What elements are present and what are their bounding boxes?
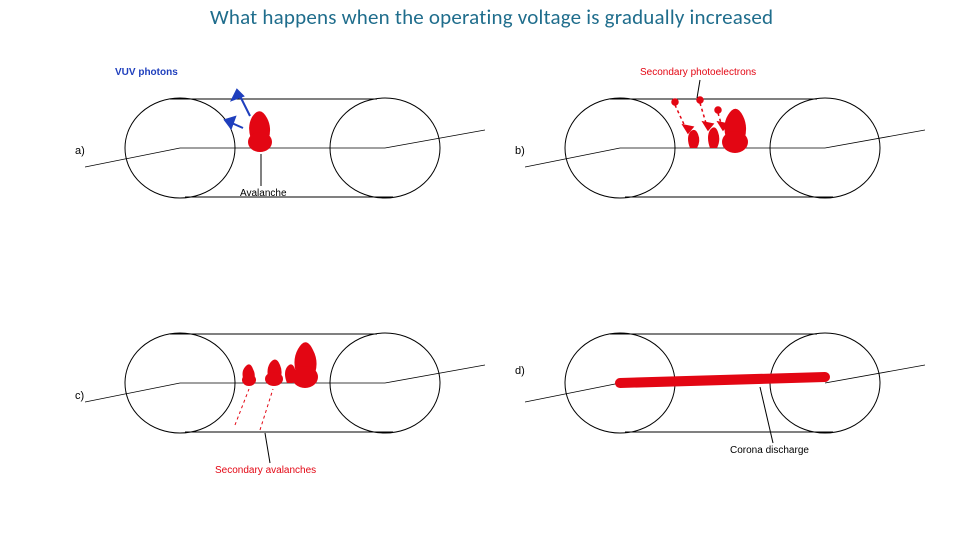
- panel-b: b) Secondary photoelectrons: [525, 70, 925, 260]
- secondary-av-icon: [242, 359, 296, 386]
- corona-label: Corona discharge: [730, 445, 809, 456]
- panel-c: c) Secondary avalanches: [85, 305, 485, 495]
- panel-b-svg: [525, 70, 925, 260]
- panel-c-id: c): [75, 390, 84, 402]
- panel-d-svg: [525, 305, 925, 495]
- panel-d: d) Corona discharge: [525, 305, 925, 495]
- corona-icon: [620, 377, 825, 383]
- vuv-photons-label: VUV photons: [115, 67, 178, 78]
- vuv-arrows-icon: [225, 90, 250, 128]
- secondary-pe-icon: [672, 97, 728, 133]
- secondary-pe-label: Secondary photoelectrons: [640, 67, 756, 78]
- secondary-av-label: Secondary avalanches: [215, 465, 316, 476]
- avalanche-label: Avalanche: [240, 188, 287, 199]
- panel-d-id: d): [515, 365, 525, 377]
- panel-a: a) VUV photons Avalanche: [85, 70, 485, 260]
- panel-a-id: a): [75, 145, 85, 157]
- page-title: What happens when the operating voltage …: [210, 4, 773, 30]
- panel-b-id: b): [515, 145, 525, 157]
- panel-a-svg: [85, 70, 485, 260]
